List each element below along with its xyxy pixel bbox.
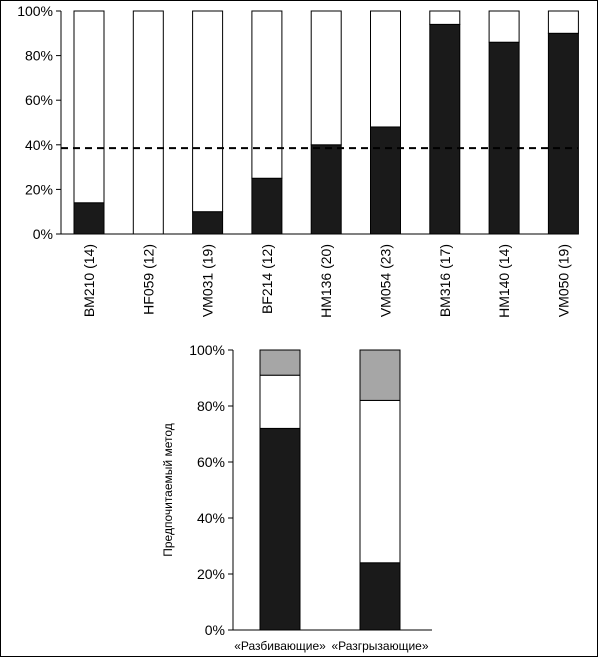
y-axis-label: Предпочитаемый метод: [161, 423, 175, 557]
y-tick-label: 0%: [33, 226, 53, 242]
bar-segment: [547, 10, 579, 34]
bar-segment: [370, 126, 401, 235]
bar-segment: [310, 144, 342, 235]
bar-segment: [488, 10, 520, 43]
bar-segment: [251, 10, 283, 179]
y-tick-label: 100%: [17, 3, 53, 19]
bottom-chart: 0% 20% 40% 60% 80% 100% «Разбивающие» «Разгрыз…: [161, 342, 432, 653]
bar-segment: [429, 10, 461, 25]
bar-segment: [192, 211, 224, 235]
bar-segment: [73, 10, 105, 204]
y-tick-label: 40%: [197, 510, 225, 526]
x-category-label: VM054 (23): [378, 244, 394, 317]
bar-segment: [73, 202, 105, 235]
bar-segment: [259, 349, 301, 376]
bar-segment: [359, 349, 401, 401]
bar-segment: [259, 374, 301, 429]
x-category-label: BM316 (17): [437, 244, 453, 317]
bar-segment: [259, 427, 301, 631]
bar-segment: [310, 10, 342, 146]
bar-segment: [547, 32, 579, 235]
y-tick-label: 60%: [25, 92, 53, 108]
y-tick-label: 0%: [205, 622, 225, 638]
x-category-label: HM140 (14): [496, 244, 512, 318]
y-tick-label: 60%: [197, 454, 225, 470]
bar-segment: [429, 23, 461, 235]
y-tick-label: 80%: [197, 398, 225, 414]
bar-segment: [359, 399, 401, 564]
x-category-label: HF059 (12): [140, 244, 156, 315]
x-category-label: BM210 (14): [81, 244, 97, 317]
x-category-label: «Разгрызающие»: [331, 639, 428, 653]
bar-segment: [370, 10, 401, 128]
x-category-label: HM136 (20): [318, 244, 334, 318]
top-chart: 0% 20% 40% 60% 80% 100% BM210 (14) HF059 (12) V…: [17, 3, 579, 318]
bar-segment: [359, 562, 401, 631]
bar-segment: [192, 10, 224, 213]
y-tick-label: 80%: [25, 48, 53, 64]
y-tick-label: 40%: [25, 137, 53, 153]
y-tick-label: 20%: [25, 181, 53, 197]
bar-segment: [251, 177, 283, 235]
y-tick-label: 20%: [197, 566, 225, 582]
x-category-label: VM031 (19): [200, 244, 216, 317]
bar-segment: [488, 41, 520, 235]
y-tick-label: 100%: [189, 342, 225, 358]
bar-segment: [132, 10, 164, 235]
x-category-label: BF214 (12): [259, 244, 275, 314]
x-category-label: VM050 (19): [555, 244, 571, 317]
x-category-label: «Разбивающие»: [234, 639, 326, 653]
